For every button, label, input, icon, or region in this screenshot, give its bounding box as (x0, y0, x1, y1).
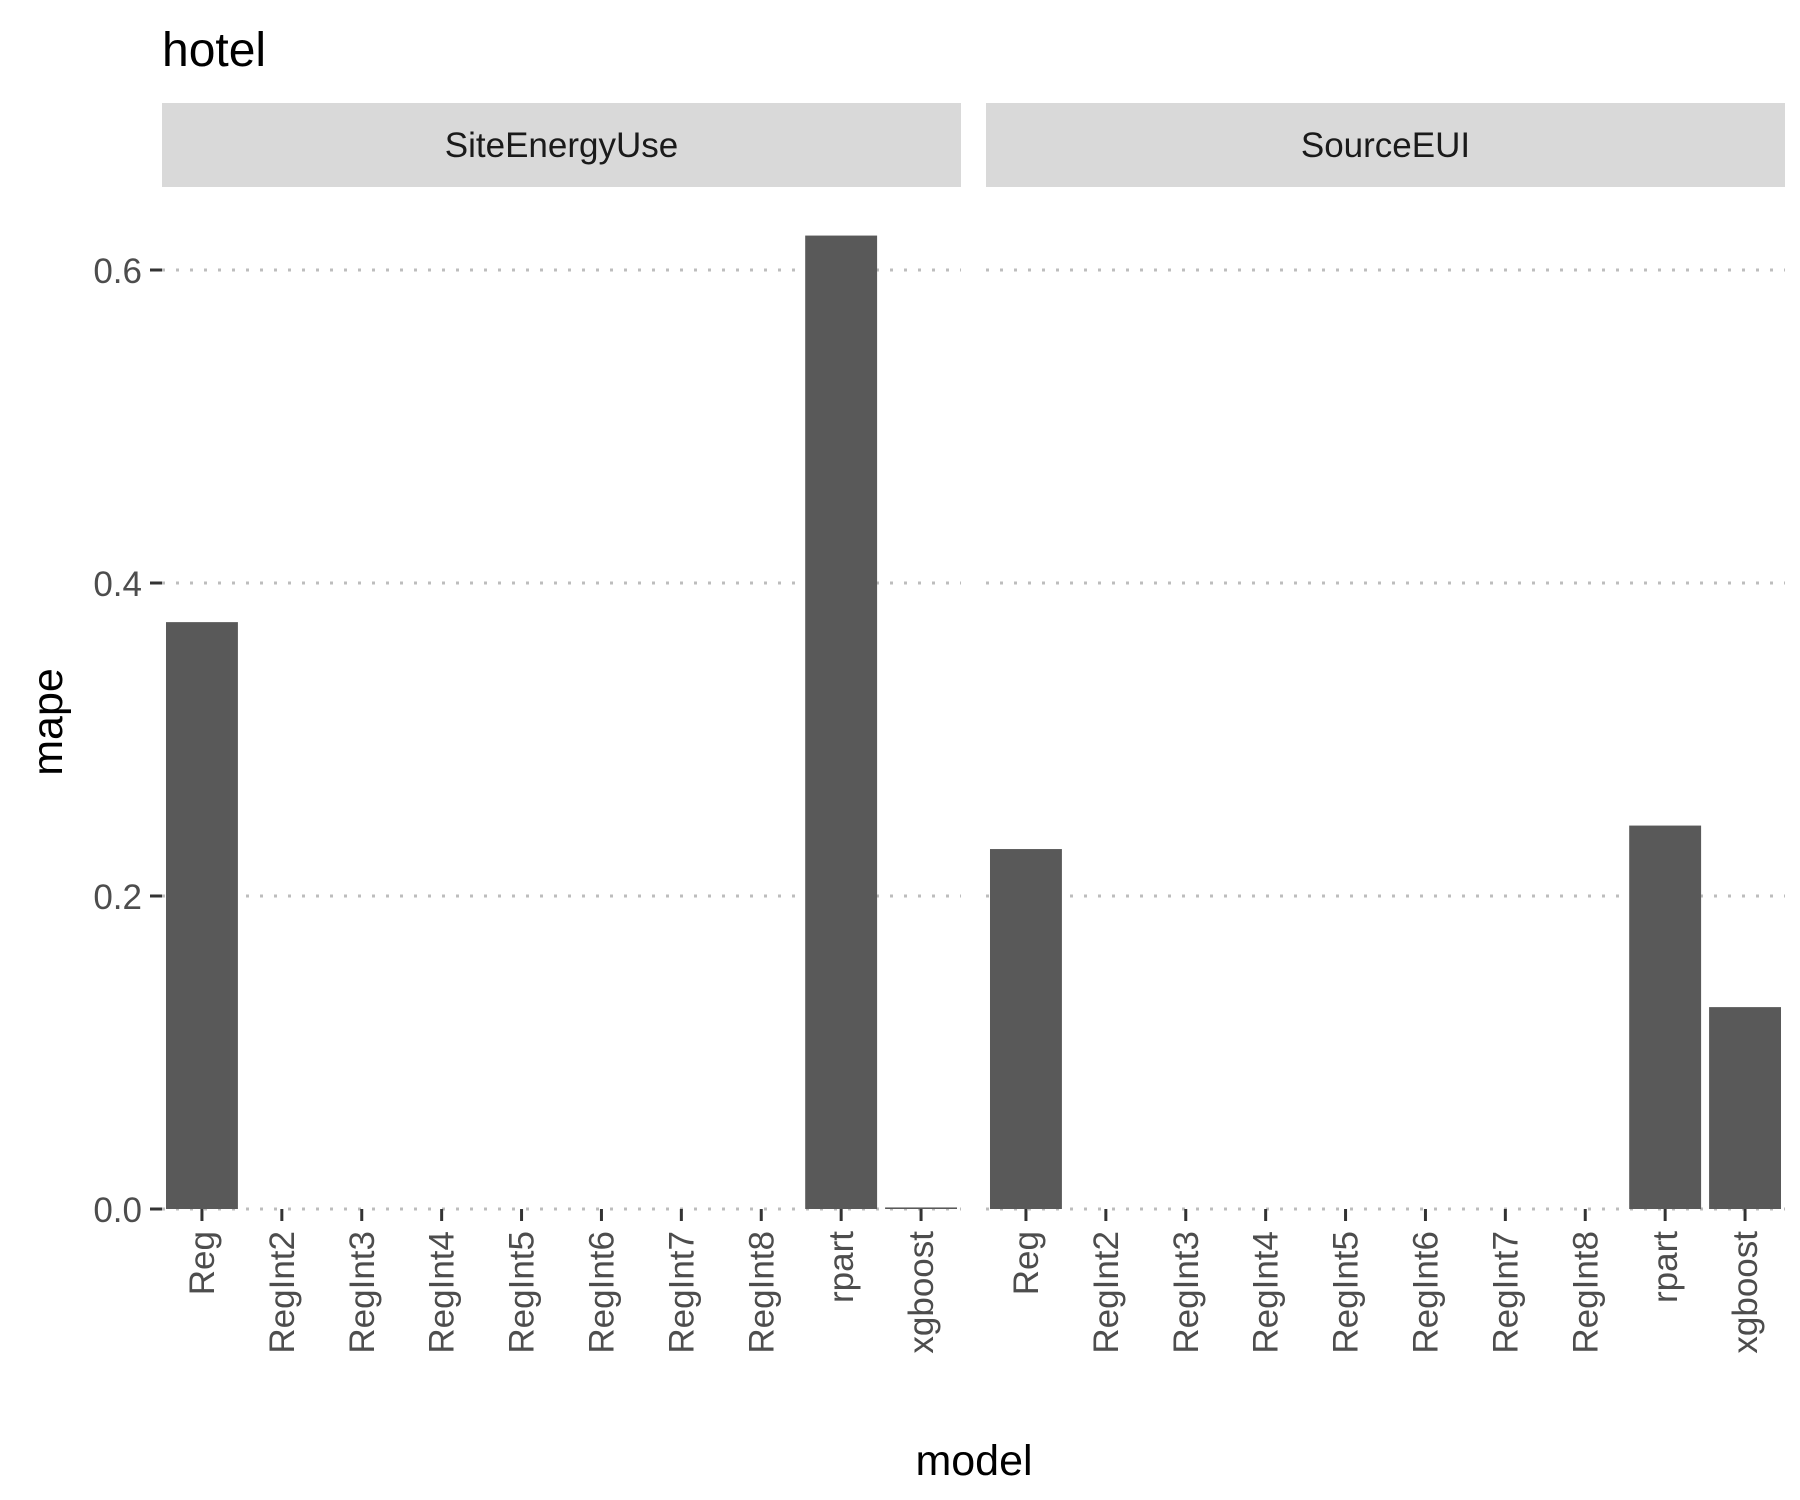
x-tick-label: RegInt6 (1406, 1231, 1445, 1354)
x-tick-label: RegInt4 (1247, 1231, 1286, 1354)
x-tick-label: RegInt2 (263, 1231, 302, 1354)
x-tick-label: rpart (1646, 1231, 1685, 1303)
facet-strip (986, 103, 1785, 187)
chart-title: hotel (162, 24, 266, 77)
facet-strip-label: SourceEUI (1301, 126, 1470, 165)
facet-strip-label: SiteEnergyUse (445, 126, 678, 165)
x-tick-label: RegInt4 (423, 1231, 462, 1354)
x-tick-label: xgboost (902, 1231, 941, 1354)
facet-strip (162, 103, 961, 187)
y-axis-label: mape (24, 668, 72, 776)
x-tick-label: RegInt5 (503, 1231, 542, 1354)
y-tick-label: 0.2 (93, 878, 142, 917)
x-tick-label: RegInt3 (343, 1231, 382, 1354)
x-tick-label: RegInt8 (1566, 1231, 1605, 1354)
bar (1709, 1007, 1782, 1209)
bar (989, 849, 1062, 1209)
bar (805, 235, 878, 1209)
y-tick-label: 0.0 (93, 1191, 142, 1230)
plot-layer: 0.0 0.2 0.4 0.6 SiteEnergyUse Reg RegInt2 RegIn… (93, 103, 1785, 1354)
x-tick-label: Reg (1007, 1231, 1046, 1295)
y-tick-label: 0.6 (93, 252, 142, 291)
x-tick-label: RegInt6 (582, 1231, 621, 1354)
y-tick-label: 0.4 (93, 565, 142, 604)
bar (1629, 825, 1702, 1209)
x-tick-label: RegInt7 (662, 1231, 701, 1354)
x-tick-label: rpart (822, 1231, 861, 1303)
x-axis-label: model (915, 1437, 1032, 1485)
bar (165, 622, 238, 1209)
bar (885, 1207, 958, 1209)
x-tick-label: RegInt7 (1486, 1231, 1525, 1354)
x-tick-label: RegInt8 (742, 1231, 781, 1354)
x-tick-label: RegInt2 (1087, 1231, 1126, 1354)
x-tick-label: RegInt5 (1327, 1231, 1366, 1354)
x-tick-label: RegInt3 (1167, 1231, 1206, 1354)
x-tick-label: xgboost (1726, 1231, 1765, 1354)
x-tick-label: Reg (183, 1231, 222, 1295)
